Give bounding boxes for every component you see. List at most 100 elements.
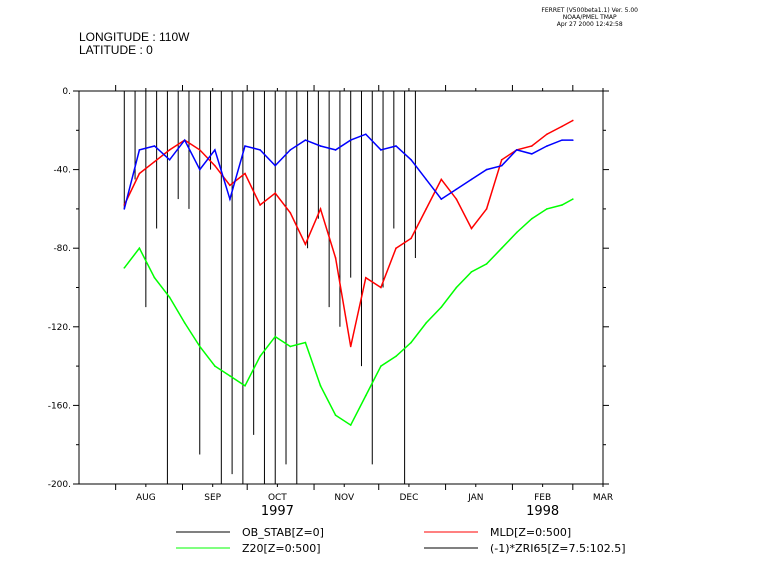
series-point-2 — [440, 306, 443, 308]
series-point-3 — [259, 149, 261, 151]
series-point-3 — [455, 188, 458, 191]
series-point-2 — [214, 365, 216, 367]
series-point-3 — [380, 149, 382, 151]
y-tick-label: -80. — [53, 244, 71, 254]
series-point-3 — [244, 145, 246, 147]
series-point-2 — [183, 322, 186, 324]
series-point-2 — [500, 247, 503, 249]
series-point-3 — [349, 139, 352, 141]
series-point-1 — [410, 237, 412, 240]
series-point-1 — [304, 243, 307, 246]
series-line-2 — [123, 198, 574, 427]
series-point-1 — [561, 125, 563, 128]
series-point-3 — [572, 139, 574, 141]
series-point-1 — [440, 178, 443, 181]
series-point-3 — [561, 139, 563, 141]
series-point-1 — [572, 119, 574, 122]
series-point-3 — [364, 133, 367, 136]
legend-label: (-1)*ZRI65[Z=7.5:102.5] — [490, 542, 626, 555]
latitude-label: LATITUDE : 0 — [79, 43, 153, 57]
y-tick-label: -160. — [48, 401, 71, 411]
x-year-label: 1998 — [526, 504, 559, 519]
series-point-1 — [349, 345, 352, 348]
series-point-3 — [410, 158, 412, 161]
meta-line-2: NOAA/PMEL TMAP — [562, 14, 617, 21]
series-point-2 — [572, 198, 574, 200]
series-point-2 — [470, 270, 473, 273]
series-point-1 — [229, 184, 231, 187]
series-point-2 — [123, 267, 126, 269]
series-point-3 — [123, 208, 126, 210]
series-point-2 — [304, 341, 307, 344]
series-point-3 — [274, 164, 277, 167]
series-point-2 — [229, 375, 231, 377]
x-month-label: JAN — [467, 493, 483, 503]
series-point-1 — [425, 208, 427, 210]
series-point-1 — [259, 204, 261, 206]
series-point-3 — [304, 139, 307, 141]
series-point-2 — [274, 335, 277, 338]
series-point-3 — [214, 149, 216, 151]
series-point-2 — [395, 355, 397, 358]
x-month-label: NOV — [334, 493, 355, 503]
series-point-3 — [470, 178, 473, 181]
series-point-3 — [229, 198, 231, 200]
ferret-meta: FERRET (V500beta1.1) Ver. 5.00 NOAA/PMEL… — [541, 7, 638, 28]
series-point-3 — [546, 145, 548, 147]
series-point-3 — [319, 145, 322, 147]
series-point-3 — [198, 168, 201, 171]
legend-label: Z20[Z=0:500] — [242, 542, 321, 555]
series-point-2 — [334, 414, 337, 417]
series-point-2 — [244, 384, 246, 387]
series-point-3 — [440, 198, 443, 200]
series-point-2 — [455, 286, 458, 289]
series-point-2 — [349, 424, 352, 426]
series-point-1 — [138, 172, 141, 175]
series-point-2 — [153, 276, 156, 279]
series-point-2 — [380, 365, 382, 367]
x-month-label: DEC — [399, 493, 418, 503]
series-point-1 — [395, 247, 397, 249]
series-point-3 — [138, 149, 141, 151]
y-tick-label: 0. — [62, 87, 71, 97]
x-month-label: SEP — [204, 493, 221, 503]
y-tick-label: -40. — [53, 166, 71, 176]
series-point-3 — [485, 168, 488, 171]
series-point-1 — [289, 212, 292, 214]
series-point-3 — [531, 153, 533, 155]
x-month-label: AUG — [136, 493, 156, 503]
y-tick-label: -200. — [48, 480, 71, 490]
series-point-1 — [546, 133, 548, 136]
series-point-3 — [289, 149, 292, 151]
series-point-1 — [319, 208, 322, 210]
series-point-1 — [531, 145, 533, 147]
series-point-2 — [425, 322, 427, 324]
series-point-2 — [410, 341, 412, 344]
series-point-1 — [198, 149, 201, 151]
series-point-1 — [455, 198, 458, 200]
series-point-1 — [214, 164, 216, 167]
x-year-label: 1997 — [261, 504, 294, 519]
series-point-2 — [561, 204, 563, 206]
series-point-3 — [500, 164, 503, 167]
series-point-3 — [168, 158, 171, 161]
series-point-2 — [531, 217, 533, 220]
series-point-2 — [364, 394, 367, 397]
series-point-3 — [334, 149, 337, 151]
x-month-label: FEB — [534, 493, 551, 503]
meta-line-3: Apr 27 2000 12:42:58 — [556, 21, 623, 28]
series-point-3 — [395, 145, 397, 147]
series-point-2 — [485, 263, 488, 265]
series-point-3 — [425, 178, 427, 181]
series-point-1 — [500, 158, 503, 161]
legend-label: MLD[Z=0:500] — [490, 526, 571, 539]
series-point-3 — [153, 145, 156, 147]
series-point-1 — [364, 276, 367, 279]
x-month-label: MAR — [593, 493, 613, 503]
series-point-3 — [515, 149, 518, 151]
series-point-1 — [168, 149, 171, 151]
series-point-2 — [289, 345, 292, 348]
series-point-2 — [259, 355, 261, 358]
series-point-1 — [244, 172, 246, 175]
